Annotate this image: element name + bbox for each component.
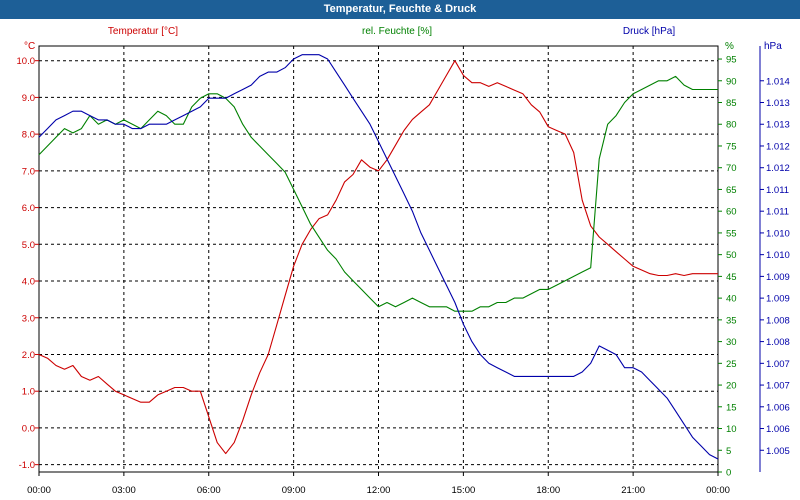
grid <box>39 46 718 472</box>
humidity-legend: rel. Feuchte [%] <box>362 26 432 37</box>
pressure-tick-label: 1.012 <box>766 163 790 174</box>
humidity-tick-label: 85 <box>726 98 737 109</box>
temperature-tick-label: 4.0 <box>22 277 35 288</box>
pressure-tick-label: 1.007 <box>766 381 790 392</box>
pressure-series-line <box>38 54 719 460</box>
x-tick-label-time: 09:00 <box>282 485 306 496</box>
pressure-tick-label: 1.009 <box>766 272 790 283</box>
humidity-tick-label: 70 <box>726 163 737 174</box>
humidity-axis: 0 5 10 15 20 25 30 35 40 45 50 55 60 65 70 75 80 85 90 95 <box>718 55 737 479</box>
chart-title: Temperatur, Feuchte & Druck <box>0 0 800 19</box>
x-tick-label-time: 18:00 <box>536 485 560 496</box>
humidity-tick-label: 10 <box>726 424 737 435</box>
pressure-tick-label: 1.014 <box>766 76 790 87</box>
x-tick-label-time: 06:00 <box>197 485 221 496</box>
humidity-tick-label: 15 <box>726 402 737 413</box>
humidity-tick-label: 40 <box>726 294 737 305</box>
pressure-unit-label: hPa <box>764 41 782 52</box>
pressure-axis: 1.005 1.006 1.006 1.007 1.007 1.008 1.008 1.009… <box>760 76 790 457</box>
x-tick-label-time: 12:00 <box>367 485 391 496</box>
pressure-tick-label: 1.010 <box>766 228 790 239</box>
pressure-legend: Druck [hPa] <box>623 26 675 37</box>
temperature-tick-label: 10.0 <box>17 56 36 67</box>
humidity-tick-label: 50 <box>726 250 737 261</box>
pressure-tick-label: 1.012 <box>766 141 790 152</box>
humidity-tick-label: 35 <box>726 315 737 326</box>
temperature-tick-label: 3.0 <box>22 313 35 324</box>
pressure-tick-label: 1.011 <box>766 207 789 218</box>
pressure-tick-label: 1.013 <box>766 120 790 131</box>
time-axis: 00:0028.03.2303:0028.03.2306:0028.03.230… <box>27 472 730 496</box>
x-tick-label-time: 15:00 <box>451 485 475 496</box>
humidity-unit-label: % <box>725 41 734 52</box>
humidity-tick-label: 60 <box>726 207 737 218</box>
temperature-axis: -1.0 0.0 1.0 2.0 3.0 4.0 5.0 6.0 7.0 8.0 9.0 10.0 <box>17 56 39 471</box>
temperature-tick-label: 1.0 <box>22 387 35 398</box>
temperature-tick-label: 0.0 <box>22 423 35 434</box>
pressure-tick-label: 1.008 <box>766 315 790 326</box>
pressure-tick-label: 1.006 <box>766 424 790 435</box>
humidity-tick-label: 5 <box>726 446 731 457</box>
temperature-unit-label: °C <box>24 41 35 52</box>
humidity-tick-label: 90 <box>726 76 737 87</box>
humidity-tick-label: 95 <box>726 55 737 66</box>
temperature-tick-label: 9.0 <box>22 93 35 104</box>
humidity-tick-label: 65 <box>726 185 737 196</box>
humidity-tick-label: 20 <box>726 381 737 392</box>
humidity-tick-label: 75 <box>726 141 737 152</box>
x-tick-label-time: 00:00 <box>706 485 730 496</box>
pressure-tick-label: 1.007 <box>766 359 790 370</box>
temperature-tick-label: -1.0 <box>19 460 35 471</box>
temperature-tick-label: 5.0 <box>22 240 35 251</box>
x-tick-label-time: 21:00 <box>621 485 645 496</box>
humidity-tick-label: 30 <box>726 337 737 348</box>
pressure-tick-label: 1.009 <box>766 294 790 305</box>
pressure-tick-label: 1.008 <box>766 337 790 348</box>
chart-svg: -1.0 0.0 1.0 2.0 3.0 4.0 5.0 6.0 7.0 8.0 9.0 10.0 0… <box>17 26 790 496</box>
humidity-series-line <box>38 75 718 312</box>
temperature-series-line <box>38 60 718 455</box>
pressure-tick-label: 1.005 <box>766 446 790 457</box>
pressure-tick-label: 1.010 <box>766 250 790 261</box>
temperature-tick-label: 8.0 <box>22 130 35 141</box>
humidity-tick-label: 25 <box>726 359 737 370</box>
humidity-tick-label: 55 <box>726 228 737 239</box>
humidity-tick-label: 0 <box>726 468 731 479</box>
humidity-tick-label: 80 <box>726 120 737 131</box>
humidity-tick-label: 45 <box>726 272 737 283</box>
pressure-tick-label: 1.006 <box>766 402 790 413</box>
series-lines <box>38 54 719 460</box>
temperature-legend: Temperatur [°C] <box>108 26 178 37</box>
x-tick-label-time: 03:00 <box>112 485 136 496</box>
pressure-tick-label: 1.011 <box>766 185 789 196</box>
temperature-tick-label: 2.0 <box>22 350 35 361</box>
temperature-tick-label: 6.0 <box>22 203 35 214</box>
x-tick-label-time: 00:00 <box>27 485 51 496</box>
temperature-tick-label: 7.0 <box>22 166 35 177</box>
pressure-tick-label: 1.013 <box>766 98 790 109</box>
